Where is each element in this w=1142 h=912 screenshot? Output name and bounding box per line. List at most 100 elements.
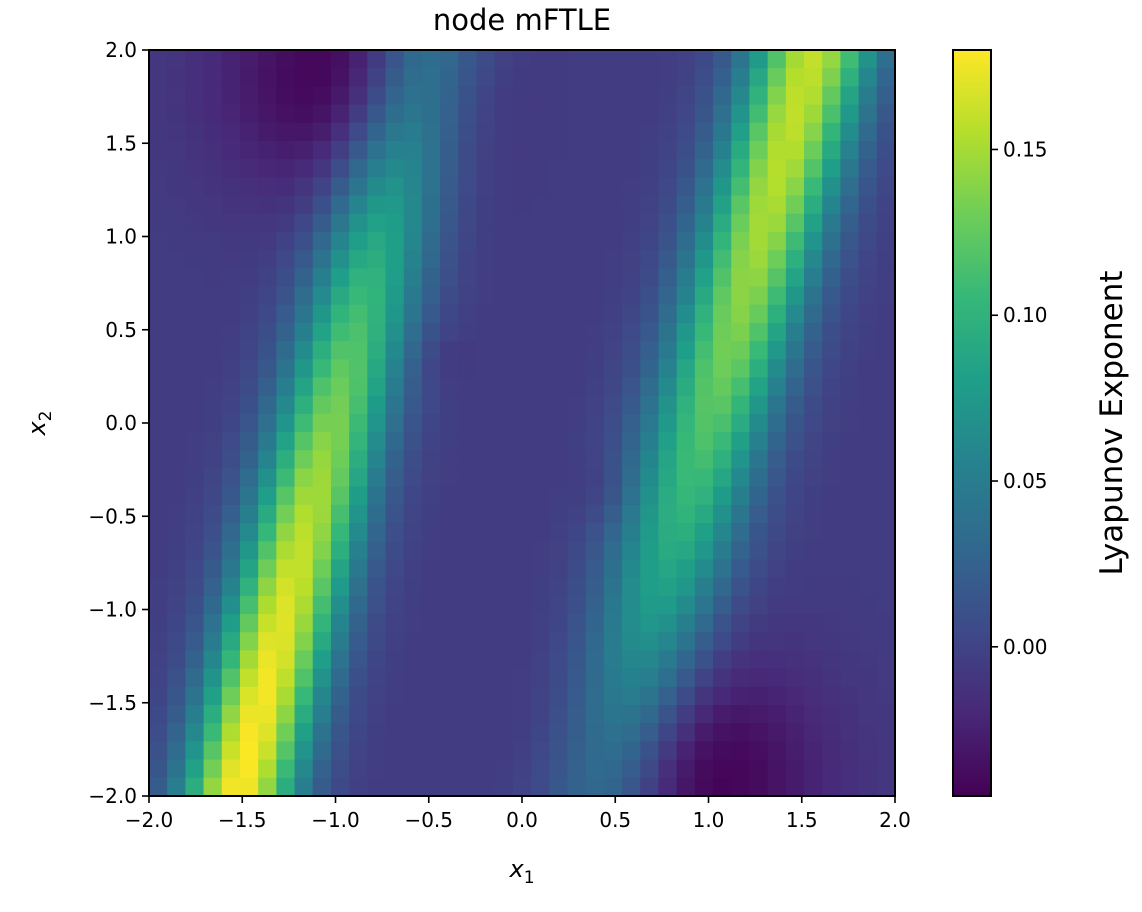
heatmap-cell xyxy=(258,413,277,433)
heatmap-cell xyxy=(276,159,296,178)
heatmap-cell xyxy=(585,195,605,215)
heatmap-cell xyxy=(713,250,732,269)
heatmap-cell xyxy=(330,432,350,451)
heatmap-cell xyxy=(567,595,587,615)
heatmap-cell xyxy=(367,268,387,288)
heatmap-cell xyxy=(367,741,387,761)
heatmap-cell xyxy=(512,250,532,269)
heatmap-cell xyxy=(312,268,332,288)
heatmap-cell xyxy=(640,322,660,342)
heatmap-cell xyxy=(531,723,550,743)
heatmap-cell xyxy=(276,632,296,652)
heatmap-cell xyxy=(149,395,168,415)
heatmap-cell xyxy=(731,286,751,306)
heatmap-cell xyxy=(822,68,842,87)
heatmap-cell xyxy=(658,777,678,797)
heatmap-cell xyxy=(767,286,787,306)
heatmap-cell xyxy=(167,250,186,269)
heatmap-cell xyxy=(330,632,350,652)
heatmap-cell xyxy=(294,468,314,488)
heatmap-cell xyxy=(512,541,532,561)
heatmap-cell xyxy=(276,359,296,379)
heatmap-cell xyxy=(585,377,605,397)
heatmap-cell xyxy=(622,268,641,288)
heatmap-cell xyxy=(585,777,605,797)
heatmap-cell xyxy=(476,614,496,633)
x-tick-label: 1.0 xyxy=(693,808,725,832)
heatmap-cell xyxy=(713,359,732,379)
heatmap-cell xyxy=(494,741,514,761)
heatmap-cell xyxy=(494,213,514,233)
heatmap-cell xyxy=(713,614,732,633)
heatmap-cell xyxy=(476,86,496,106)
heatmap-cell xyxy=(731,777,751,797)
heatmap-cell xyxy=(367,668,387,688)
heatmap-cell xyxy=(603,304,623,324)
y-tick-label: 0.5 xyxy=(105,318,137,342)
heatmap-cell xyxy=(822,577,842,597)
heatmap-cell xyxy=(676,359,696,379)
heatmap-cell xyxy=(476,741,496,761)
heatmap-cell xyxy=(185,231,205,251)
heatmap-cell xyxy=(385,577,405,597)
heatmap-cell xyxy=(258,341,277,360)
heatmap-cell xyxy=(476,413,496,433)
heatmap-cell xyxy=(349,322,368,342)
heatmap-cell xyxy=(640,122,660,142)
heatmap-cell xyxy=(294,195,314,215)
heatmap-cell xyxy=(694,777,714,797)
heatmap-cell xyxy=(840,231,860,251)
heatmap-cell xyxy=(421,777,441,797)
heatmap-cell xyxy=(239,322,259,342)
heatmap-cell xyxy=(640,632,660,652)
heatmap-cell xyxy=(531,341,550,360)
heatmap-cell xyxy=(403,504,423,524)
heatmap-cell xyxy=(203,741,223,761)
x-tick-label: −2.0 xyxy=(125,808,174,832)
heatmap-cell xyxy=(549,523,569,542)
heatmap-cell xyxy=(640,140,660,160)
heatmap-cell xyxy=(312,50,332,69)
heatmap-cell xyxy=(476,432,496,451)
heatmap-cell xyxy=(603,577,623,597)
heatmap-cell xyxy=(840,140,860,160)
heatmap-cell xyxy=(476,523,496,542)
heatmap-cell xyxy=(403,413,423,433)
heatmap-cell xyxy=(494,450,514,470)
heatmap-cell xyxy=(804,177,823,197)
heatmap-cell xyxy=(585,268,605,288)
heatmap-cell xyxy=(185,395,205,415)
heatmap-cell xyxy=(567,450,587,470)
heatmap-cell xyxy=(294,614,314,633)
heatmap-cell xyxy=(330,250,350,269)
heatmap-cell xyxy=(549,377,569,397)
heatmap-cell xyxy=(440,632,459,652)
heatmap-cell xyxy=(622,140,641,160)
heatmap-cell xyxy=(694,741,714,761)
heatmap-cell xyxy=(458,268,478,288)
heatmap-cell xyxy=(403,450,423,470)
heatmap-cell xyxy=(167,50,186,69)
heatmap-cell xyxy=(549,140,569,160)
heatmap-cell xyxy=(258,395,277,415)
heatmap-cell xyxy=(203,759,223,779)
heatmap-cell xyxy=(385,413,405,433)
heatmap-cell xyxy=(749,159,769,178)
heatmap-cell xyxy=(458,68,478,87)
heatmap-cell xyxy=(330,86,350,106)
heatmap-cell xyxy=(749,777,769,797)
heatmap-cell xyxy=(822,104,842,124)
heatmap-cell xyxy=(549,322,569,342)
heatmap-cell xyxy=(294,577,314,597)
heatmap-cell xyxy=(276,559,296,579)
heatmap-cell xyxy=(567,122,587,142)
heatmap-cell xyxy=(312,122,332,142)
heatmap-cell xyxy=(840,486,860,506)
heatmap-cell xyxy=(531,231,550,251)
heatmap-cell xyxy=(804,231,823,251)
heatmap-cell xyxy=(804,50,823,69)
heatmap-cell xyxy=(603,595,623,615)
heatmap-cell xyxy=(403,177,423,197)
heatmap-cell xyxy=(421,650,441,670)
